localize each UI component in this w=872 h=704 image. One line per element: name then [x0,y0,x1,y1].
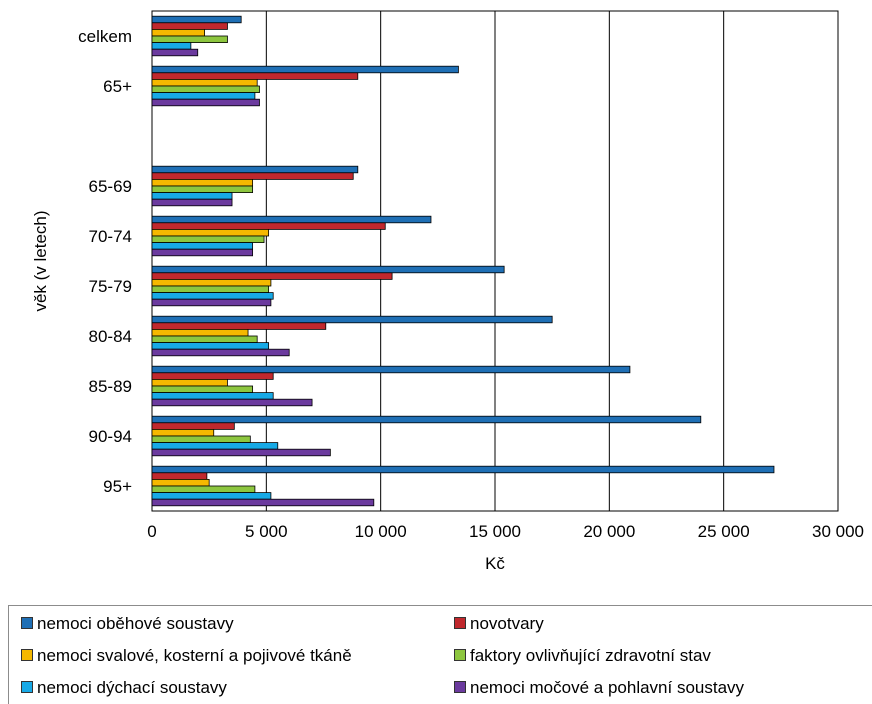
bar [151,165,359,174]
bar [151,315,553,324]
bar [151,15,242,24]
bar [151,272,393,280]
legend-item: nemoci dýchací soustavy [21,678,227,698]
bar [151,285,270,293]
bars [151,15,775,507]
legend-swatch [454,649,466,661]
legend-label: faktory ovlivňující zdravotní stav [470,646,711,665]
bar [151,465,775,474]
legend-item: faktory ovlivňující zdravotní stav [454,646,711,666]
bar [151,435,251,443]
bar [151,472,208,480]
bar [151,442,279,450]
x-axis-label: Kč [485,554,505,573]
category-labels: celkem 65+ 65-69 70-74 75-79 80-84 85-89 90-94 9… [78,27,132,496]
legend: nemoci oběhové soustavy novotvary nemoci s… [8,605,872,704]
bar [151,342,270,350]
grid-lines [265,11,725,511]
x-tick-labels: 0 5 000 10 000 15 000 20 000 25 000 30 000 [147,522,864,541]
bar [151,35,228,43]
y-axis-label: věk (v letech) [31,210,50,311]
bar [151,348,290,357]
bar [151,85,260,93]
bar [151,478,210,487]
legend-item: nemoci močové a pohlavní soustavy [454,678,744,698]
bar [151,192,233,200]
bar [151,265,505,274]
bar [151,385,254,393]
bar [151,292,274,300]
bar [151,492,272,500]
bar [151,28,205,37]
x-tick-label: 5 000 [245,522,288,541]
bar [151,278,272,287]
legend-item: nemoci svalové, kosterní a pojivové tkán… [21,646,352,666]
category-label: 95+ [103,477,132,496]
bar [151,185,254,193]
category-label: 70-74 [89,227,132,246]
bar [151,65,459,74]
category-label: 65-69 [89,177,132,196]
category-label: 65+ [103,77,132,96]
x-tick-label: 0 [147,522,156,541]
legend-swatch [21,617,33,629]
bar [151,235,265,243]
bar [151,392,274,400]
x-tick-label: 10 000 [355,522,407,541]
legend-item: nemoci oběhové soustavy [21,614,234,634]
bar [151,328,249,337]
bar [151,42,192,50]
legend-label: nemoci dýchací soustavy [37,678,227,697]
bar [151,98,260,107]
category-label: 85-89 [89,377,132,396]
bar [151,79,258,87]
bar [151,485,256,493]
x-tick-label: 25 000 [698,522,750,541]
bar [151,335,258,343]
bar [151,198,233,207]
bar [151,72,359,80]
x-tick-label: 15 000 [469,522,521,541]
bar [151,415,702,424]
bar [151,48,199,57]
legend-swatch [454,617,466,629]
legend-label: nemoci močové a pohlavní soustavy [470,678,745,697]
bar [151,298,272,307]
x-tick-label: 30 000 [812,522,864,541]
bar [151,398,313,407]
bar [151,242,254,250]
category-label: celkem [78,27,132,46]
bar [151,498,375,507]
bar [151,448,331,457]
bar [151,365,631,374]
bar [151,428,215,437]
bar [151,172,354,180]
chart: celkem 65+ 65-69 70-74 75-79 80-84 85-89 90-94 9… [31,10,864,573]
bar [151,322,327,330]
legend-label: nemoci oběhové soustavy [37,614,234,633]
bar [151,22,228,30]
bar [151,222,386,230]
bar [151,372,274,380]
legend-swatch [454,681,466,693]
bar [151,228,270,237]
legend-label: novotvary [470,614,544,633]
category-label: 90-94 [89,427,132,446]
x-tick-label: 20 000 [583,522,635,541]
legend-swatch [21,681,33,693]
bar [151,178,254,187]
bar [151,92,256,100]
bar [151,378,228,387]
bar [151,422,235,430]
category-label: 80-84 [89,327,132,346]
legend-item: novotvary [454,614,544,634]
legend-label: nemoci svalové, kosterní a pojivové tkán… [37,646,352,665]
bar [151,215,432,224]
category-label: 75-79 [89,277,132,296]
legend-swatch [21,649,33,661]
bar [151,248,254,257]
